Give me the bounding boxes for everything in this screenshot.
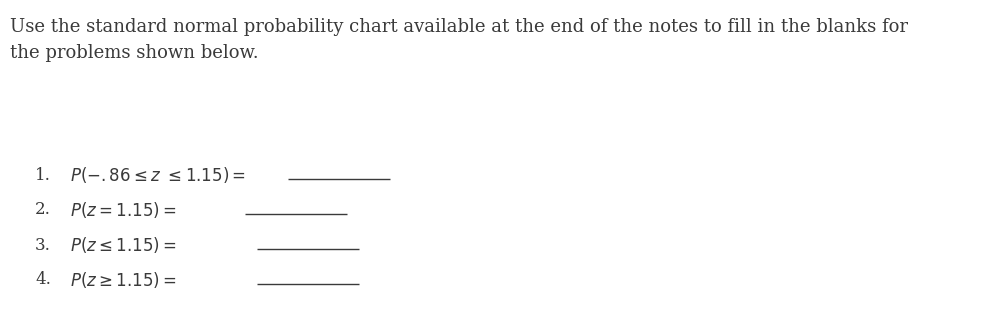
Text: 4.: 4. <box>35 272 51 289</box>
Text: 2.: 2. <box>35 202 51 219</box>
Text: the problems shown below.: the problems shown below. <box>10 44 259 62</box>
Text: $P(z \leq 1.15) =$: $P(z \leq 1.15) =$ <box>70 235 177 255</box>
Text: $P(z \geq 1.15) =$: $P(z \geq 1.15) =$ <box>70 270 177 290</box>
Text: 3.: 3. <box>35 237 51 254</box>
Text: 1.: 1. <box>35 167 51 184</box>
Text: Use the standard normal probability chart available at the end of the notes to f: Use the standard normal probability char… <box>10 18 908 36</box>
Text: $P(-.86 \leq z\ \leq 1.15) =$: $P(-.86 \leq z\ \leq 1.15) =$ <box>70 165 246 185</box>
Text: $P(z =1.15) =$: $P(z =1.15) =$ <box>70 200 177 220</box>
